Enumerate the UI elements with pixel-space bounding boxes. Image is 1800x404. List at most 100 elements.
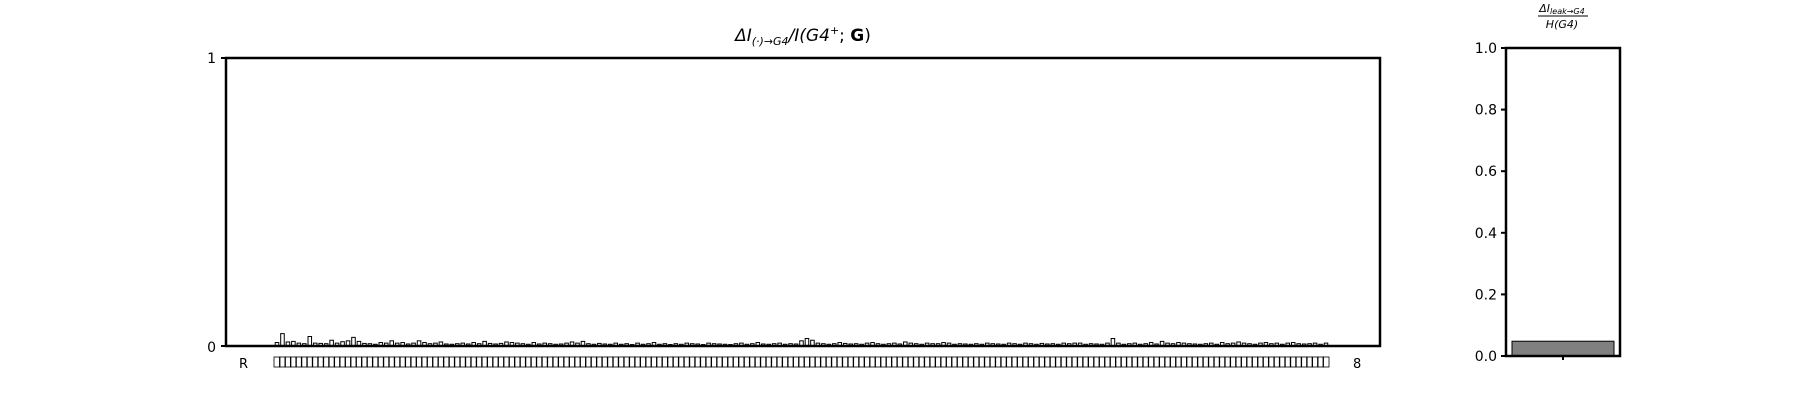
left-xtick-glyph xyxy=(770,356,778,368)
left-xtick-glyph xyxy=(1218,356,1226,368)
left-xtick-glyph xyxy=(1104,356,1111,368)
left-xtick-glyph xyxy=(972,356,980,368)
left-xtick-glyph xyxy=(1038,356,1046,368)
left-xtick-glyph xyxy=(754,356,762,368)
left-xtick-glyph xyxy=(1278,356,1286,368)
left-xtick-glyph xyxy=(311,356,319,368)
left-xtick-glyph xyxy=(885,356,893,368)
right-chart-title: ΔIleak→G4 H(G4) xyxy=(1538,2,1588,31)
left-xtick-glyph xyxy=(617,356,625,368)
left-xtick-glyph xyxy=(470,356,478,368)
left-xtick-glyph xyxy=(929,356,937,368)
left-xtick-glyph xyxy=(1022,356,1029,368)
right-chart: ΔIleak→G4 H(G4) 0.0 0.2 0.4 0.6 0.8 1.0 xyxy=(1475,2,1622,365)
left-xtick-glyph xyxy=(1240,356,1248,368)
left-xtick-glyph xyxy=(410,356,417,368)
left-xtick-glyph xyxy=(858,356,865,368)
left-xtick-glyph xyxy=(300,356,308,368)
left-xtick-glyph xyxy=(732,356,740,368)
left-xtick-glyph xyxy=(787,356,794,368)
right-ytick-label: 0.0 xyxy=(1475,349,1497,365)
left-xtick-glyph xyxy=(601,356,609,368)
left-xtick-glyph xyxy=(279,356,286,368)
left-xtick-glyph xyxy=(1164,356,1171,368)
left-xtick-glyph xyxy=(852,356,860,368)
left-xtick-glyph xyxy=(339,356,346,368)
left-xtick-glyph xyxy=(847,356,855,368)
left-xtick-glyph xyxy=(1311,356,1319,368)
left-xtick-glyph xyxy=(1060,356,1068,368)
left-xtick-glyph xyxy=(1125,356,1133,368)
left-xtick-glyph xyxy=(623,356,631,368)
left-xtick-glyph xyxy=(541,356,549,368)
left-xtick-label-first: R xyxy=(239,357,248,372)
left-xtick-glyph xyxy=(683,356,691,368)
left-xtick-glyph xyxy=(1202,356,1210,368)
left-ytick-label-0: 0 xyxy=(207,340,216,356)
left-xtick-glyph xyxy=(355,356,363,368)
left-xtick-glyph xyxy=(1251,356,1259,368)
left-chart: ΔI(·)→G4/I(G4+; G) 0 1 R 8 xyxy=(207,24,1382,372)
left-xtick-glyph xyxy=(1093,356,1100,368)
left-plot-frame xyxy=(224,56,1382,348)
left-xtick-glyph xyxy=(628,356,636,368)
left-xtick-glyph xyxy=(284,356,292,368)
left-xtick-glyph xyxy=(361,356,368,368)
left-xtick-glyph xyxy=(442,356,450,368)
left-xtick-glyph xyxy=(399,356,407,368)
left-xtick-glyph xyxy=(1317,356,1324,368)
left-xtick-glyph xyxy=(656,356,663,368)
left-bar xyxy=(307,336,313,347)
left-xtick-glyph xyxy=(612,356,620,368)
left-xtick-glyph xyxy=(1224,356,1232,368)
left-xtick-glyph xyxy=(869,356,876,368)
left-xtick-glyph xyxy=(901,356,909,368)
left-xtick-glyph xyxy=(1153,356,1161,368)
left-xtick-glyph xyxy=(1033,356,1040,368)
left-xtick-glyph xyxy=(716,356,723,368)
left-xtick-glyph xyxy=(1087,356,1095,368)
left-xtick-glyph xyxy=(1043,356,1051,368)
left-xtick-glyph xyxy=(1120,356,1128,368)
left-xtick-glyph xyxy=(382,356,390,368)
left-xtick-glyph xyxy=(1071,356,1079,368)
left-xtick-glyph xyxy=(1295,356,1303,368)
left-xtick-glyph xyxy=(421,356,428,368)
left-xtick-glyph xyxy=(333,356,341,368)
left-xtick-glyph xyxy=(956,356,964,368)
left-xtick-glyph xyxy=(672,356,680,368)
left-xtick-glyph xyxy=(464,356,472,368)
left-xtick-glyph xyxy=(437,356,445,368)
right-ytick-label: 0.6 xyxy=(1475,164,1497,180)
left-xtick-glyph xyxy=(475,356,483,368)
left-xtick-glyph xyxy=(1109,356,1117,368)
left-xtick-glyph xyxy=(448,356,456,368)
left-xtick-glyph xyxy=(388,356,396,368)
left-xtick-glyph xyxy=(552,356,560,368)
right-title-numerator: ΔIleak→G4 xyxy=(1538,2,1584,16)
left-xtick-glyph xyxy=(1267,356,1275,368)
left-xtick-glyph xyxy=(1246,356,1253,368)
left-xtick-glyph xyxy=(563,356,570,368)
left-xtick-label-last: 8 xyxy=(1353,357,1361,372)
left-chart-title: ΔI(·)→G4/I(G4+; G) xyxy=(733,24,871,48)
left-xtick-glyph xyxy=(1284,356,1292,368)
left-xtick-glyph xyxy=(634,356,641,368)
left-xtick-glyph xyxy=(1000,356,1008,368)
left-xtick-glyph xyxy=(1049,356,1057,368)
left-xtick-glyph xyxy=(967,356,975,368)
left-xtick-labels xyxy=(273,356,1330,368)
left-xtick-glyph xyxy=(776,356,784,368)
left-xtick-glyph xyxy=(1005,356,1013,368)
left-xtick-glyph xyxy=(890,356,898,368)
left-xtick-glyph xyxy=(825,356,833,368)
left-xtick-glyph xyxy=(934,356,942,368)
left-xtick-glyph xyxy=(568,356,576,368)
left-xtick-glyph xyxy=(1180,356,1188,368)
right-plot-frame xyxy=(1504,46,1622,358)
left-xtick-glyph xyxy=(366,356,374,368)
left-xtick-glyph xyxy=(874,356,882,368)
left-xtick-glyph xyxy=(830,356,838,368)
left-xtick-glyph xyxy=(415,356,423,368)
right-ytick-label: 0.4 xyxy=(1475,226,1497,242)
